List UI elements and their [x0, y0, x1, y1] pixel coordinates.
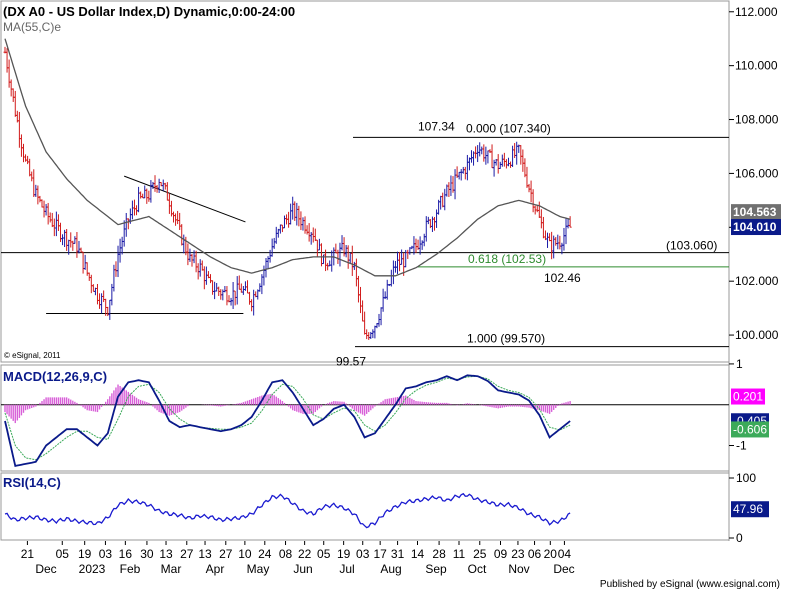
x-day-label: 17 — [373, 547, 387, 561]
fib-1-label: 1.000 (99.570) — [467, 332, 545, 346]
x-day-label: 04 — [558, 547, 572, 561]
x-day-label: 31 — [391, 547, 405, 561]
x-month-label: Jun — [293, 562, 312, 576]
x-month-label: Jul — [339, 562, 354, 576]
x-day-label: 05 — [317, 547, 331, 561]
x-day-label: 16 — [119, 547, 133, 561]
price-tick-label: 106.000 — [735, 166, 779, 180]
x-month-label: 2023 — [79, 562, 106, 576]
x-day-label: 11 — [453, 547, 466, 561]
macd-signal-current-value: -0.606 — [733, 422, 767, 436]
macd-hist-current-box — [731, 388, 765, 405]
rsi-title: RSI(14,C) — [3, 475, 61, 490]
x-month-label: Sep — [425, 562, 447, 576]
x-month-label: Mar — [161, 562, 182, 576]
rsi-line-path — [4, 492, 571, 529]
price-panel — [0, 0, 730, 363]
ma-55-line — [4, 38, 571, 277]
x-day-label: 08 — [279, 547, 293, 561]
x-day-label: 20 — [544, 547, 558, 561]
price-bars — [3, 46, 572, 340]
trendline-1 — [124, 175, 246, 223]
price-bar — [568, 216, 572, 228]
x-day-label: 27 — [180, 547, 194, 561]
price-tick-label: 100.000 — [735, 328, 779, 342]
x-day-label: 13 — [198, 547, 212, 561]
ma-current-box — [731, 204, 781, 221]
x-month-label: Nov — [508, 562, 529, 576]
level-label-99-57: 99.57 — [336, 355, 366, 369]
x-axis: 21 05 19 03 16 30 13 27 13 27 10 24 08 22 05 19 03 17 31 14… — [21, 541, 575, 576]
x-day-label: 10 — [238, 547, 252, 561]
fib-0-label: 0.000 (107.340) — [466, 121, 551, 135]
x-day-label: 27 — [219, 547, 233, 561]
price-current-box — [731, 219, 781, 236]
rsi-current-box — [731, 501, 769, 518]
level-label-107-34: 107.34 — [418, 119, 455, 133]
rsi-line — [4, 492, 571, 529]
price-tick-label: 112.000 — [735, 5, 778, 19]
macd-signal-current-box — [731, 421, 769, 438]
x-month-label: Dec — [35, 562, 56, 576]
x-day-label: 03 — [99, 547, 113, 561]
rsi-panel — [0, 472, 730, 541]
ma-indicator-label: MA(55,C)e — [3, 20, 61, 34]
y-axis-ticks: 112.000110.000108.000106.000104.000102.0… — [729, 5, 779, 545]
x-month-label: May — [247, 562, 270, 576]
macd-tick-label: -1 — [736, 439, 747, 453]
low-annotation-102-46: 102.46 — [544, 271, 581, 285]
fib-618-label: 0.618 (102.53) — [468, 252, 546, 266]
chart-title: (DX A0 - US Dollar Index,D) Dynamic,0:00… — [3, 4, 295, 19]
x-day-label: 25 — [473, 547, 487, 561]
price-tick-label: 108.000 — [735, 113, 779, 127]
x-day-label: 03 — [356, 547, 370, 561]
x-day-label: 22 — [298, 547, 312, 561]
x-day-label: 14 — [411, 547, 425, 561]
macd-title: MACD(12,26,9,C) — [3, 369, 107, 384]
macd-tick-label: 1 — [736, 357, 743, 371]
x-day-label: 23 — [511, 547, 525, 561]
footer-credit: Published by eSignal (www.esignal.com) — [600, 579, 780, 590]
x-day-label: 05 — [56, 547, 70, 561]
x-day-label: 21 — [21, 547, 35, 561]
x-month-label: Apr — [206, 562, 225, 576]
x-day-label: 09 — [494, 547, 508, 561]
level-label-103-06: (103.060) — [666, 239, 717, 253]
x-day-label: 24 — [258, 547, 272, 561]
macd-hist-current-value: 0.201 — [733, 390, 763, 404]
rsi-tick-label: 100 — [736, 471, 756, 485]
macd-lines — [1, 374, 729, 467]
x-day-label: 30 — [140, 547, 154, 561]
rsi-tick-label: 0 — [736, 531, 743, 545]
ma-line — [4, 38, 571, 277]
x-month-label: Dec — [553, 562, 574, 576]
rsi-current-value: 47.96 — [733, 502, 763, 516]
price-tick-label: 110.000 — [735, 59, 778, 73]
price-tick-label: 102.000 — [735, 274, 779, 288]
x-day-label: 19 — [78, 547, 92, 561]
x-day-label: 19 — [337, 547, 351, 561]
x-month-label: Feb — [120, 562, 141, 576]
x-day-label: 28 — [432, 547, 446, 561]
copyright-label: © eSignal, 2011 — [4, 351, 61, 360]
x-month-label: Aug — [380, 562, 401, 576]
macd-panel — [0, 364, 730, 472]
x-day-label: 13 — [159, 547, 173, 561]
x-day-label: 06 — [528, 547, 542, 561]
price-current-value: 104.010 — [733, 220, 777, 234]
macd-line — [4, 374, 571, 467]
ma-current-value: 104.563 — [733, 205, 777, 219]
x-month-label: Oct — [468, 562, 487, 576]
